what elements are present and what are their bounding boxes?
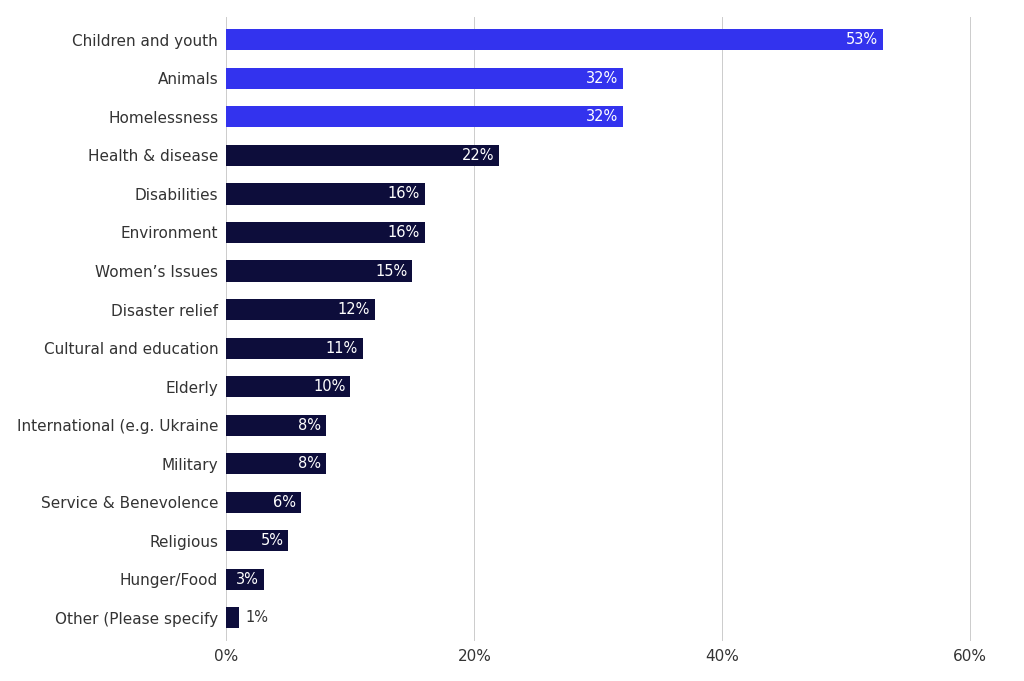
Bar bbox=[226, 299, 375, 320]
Bar bbox=[226, 67, 624, 89]
Bar bbox=[226, 607, 239, 629]
Text: 16%: 16% bbox=[388, 187, 420, 202]
Bar bbox=[226, 29, 884, 50]
Text: 53%: 53% bbox=[846, 32, 879, 47]
Text: 3%: 3% bbox=[236, 572, 259, 587]
Bar bbox=[226, 415, 326, 436]
Bar bbox=[226, 530, 289, 552]
Text: 6%: 6% bbox=[273, 495, 296, 510]
Bar bbox=[226, 569, 264, 590]
Bar bbox=[226, 183, 425, 204]
Text: 12%: 12% bbox=[338, 302, 371, 317]
Text: 10%: 10% bbox=[313, 379, 345, 394]
Text: 5%: 5% bbox=[260, 533, 284, 548]
Text: 11%: 11% bbox=[326, 340, 357, 355]
Text: 8%: 8% bbox=[298, 456, 321, 471]
Bar bbox=[226, 260, 413, 282]
Bar bbox=[226, 453, 326, 475]
Text: 8%: 8% bbox=[298, 417, 321, 432]
Text: 16%: 16% bbox=[388, 225, 420, 240]
Text: 15%: 15% bbox=[375, 264, 408, 279]
Text: 32%: 32% bbox=[586, 110, 618, 125]
Bar bbox=[226, 338, 362, 359]
Bar bbox=[226, 222, 425, 243]
Bar bbox=[226, 376, 350, 397]
Text: 1%: 1% bbox=[245, 610, 268, 625]
Text: 22%: 22% bbox=[462, 148, 495, 163]
Bar bbox=[226, 145, 499, 166]
Text: 32%: 32% bbox=[586, 71, 618, 86]
Bar bbox=[226, 492, 301, 513]
Bar bbox=[226, 106, 624, 127]
